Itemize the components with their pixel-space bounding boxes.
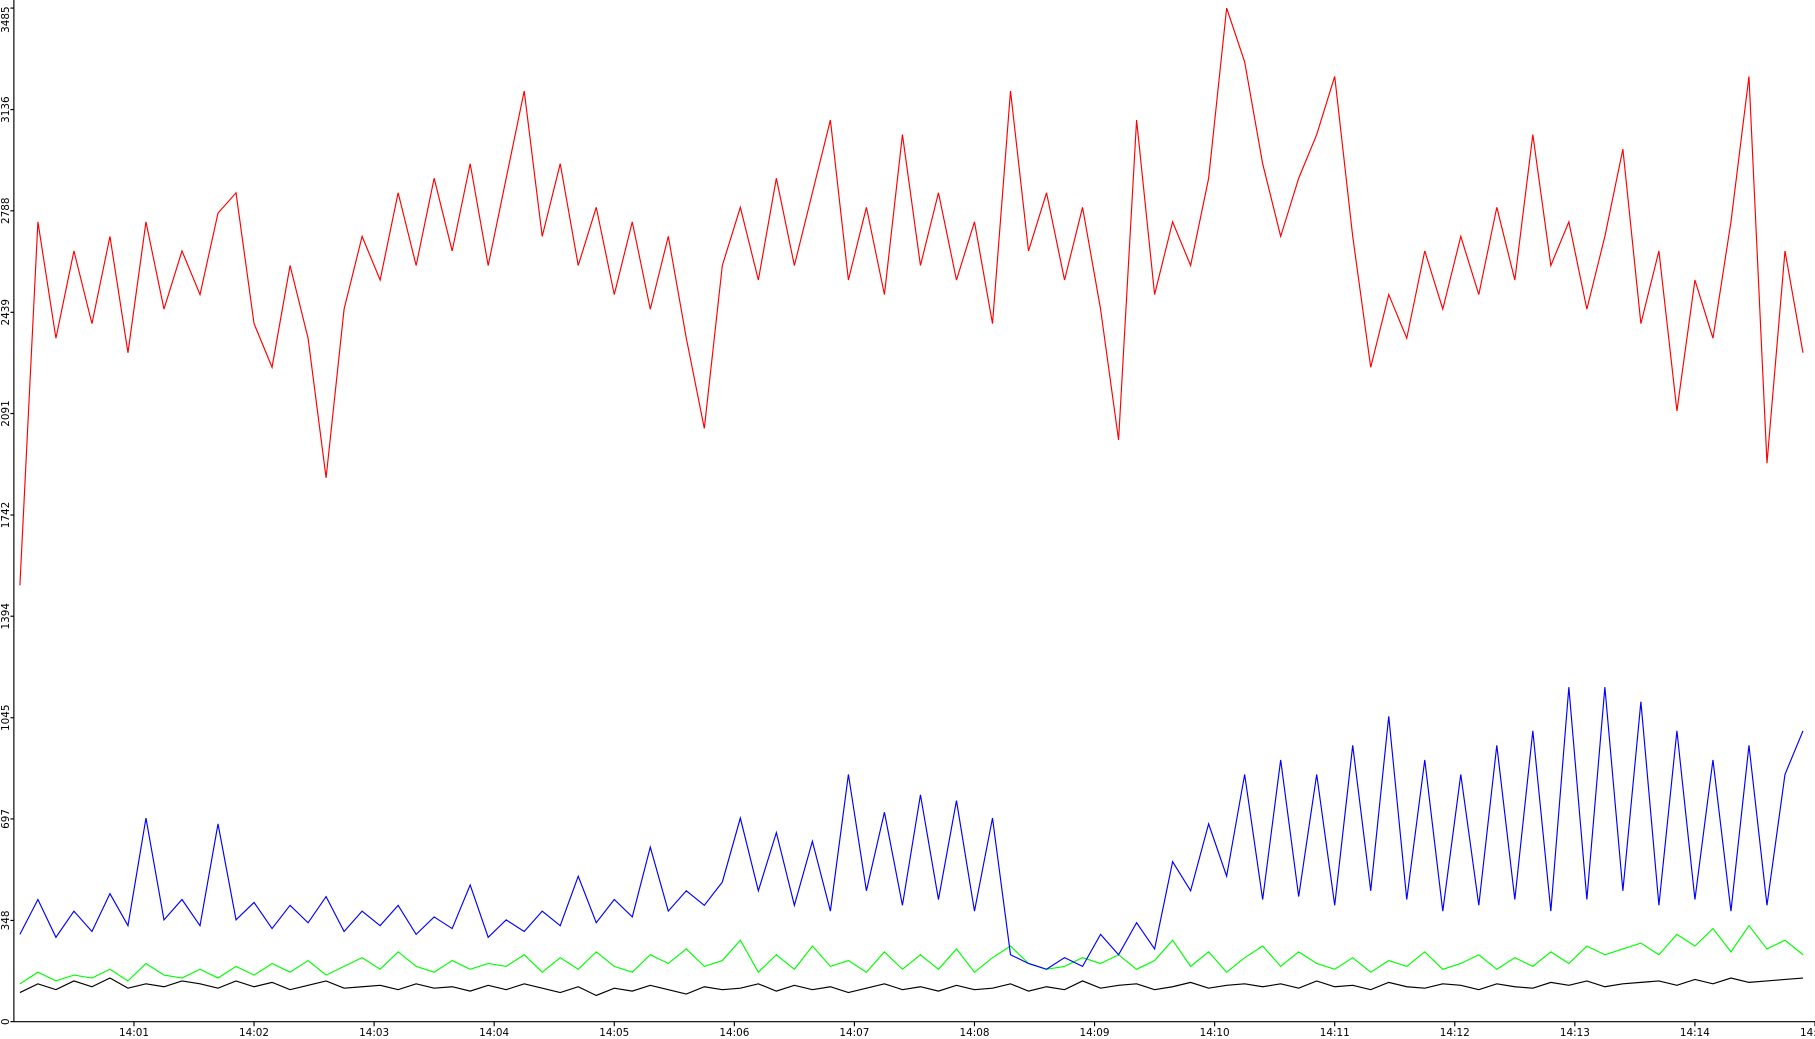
x-tick-label: 14:08 [959,1027,989,1039]
x-tick-label: 14:13 [1560,1027,1590,1039]
series-line [19,7,1804,586]
y-tick-label: 2091 [0,400,12,426]
y-tick-label: 697 [0,809,12,829]
y-tick-label: 2439 [0,299,12,325]
series-line [19,687,1804,970]
x-tick-label: 14:03 [359,1027,389,1039]
x-tick-label: 14:10 [1200,1027,1230,1039]
x-tick-label: 14:06 [719,1027,749,1039]
x-tick-label: 14:01 [119,1027,149,1039]
y-tick-label: 3136 [0,96,12,122]
x-tick-label: 14:09 [1080,1027,1110,1039]
x-tick-label: 14:05 [599,1027,629,1039]
x-tick-label: 14:02 [239,1027,269,1039]
x-tick-label: 14:12 [1440,1027,1470,1039]
y-tick-label: 3485 [0,6,12,32]
y-tick-label: 0 [0,1018,12,1025]
plot-area [19,7,1804,997]
x-tick-label: 14:15 [1800,1027,1815,1039]
series-line [19,977,1804,997]
y-tick-label: 1394 [0,603,12,630]
x-tick-label: 14:04 [479,1027,509,1039]
y-tick-label: 1045 [0,704,12,730]
x-tick-label: 14:14 [1680,1027,1710,1039]
y-tick-label: 1742 [0,502,12,528]
y-tick-label: 2788 [0,198,12,224]
y-tick-label: 348 [0,911,12,931]
x-tick-label: 14:07 [839,1027,869,1039]
series-line [19,924,1804,985]
x-tick-label: 14:11 [1320,1027,1350,1039]
